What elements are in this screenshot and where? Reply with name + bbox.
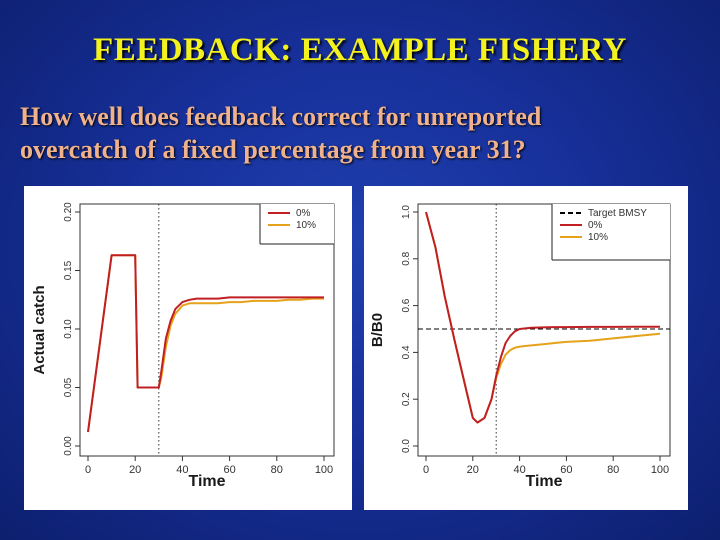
x-tick-label: 80: [271, 464, 283, 476]
y-tick-label: 0.4: [401, 345, 412, 359]
legend-label: Target BMSY: [588, 208, 647, 219]
catch-chart-panel: 0.00 0.05 0.10 0.15 0.20 0 20 40 60 80 100 Time Actu…: [24, 186, 352, 510]
y-tick-label: 0.6: [401, 298, 412, 312]
legend-label: 10%: [588, 232, 608, 243]
y-axis-title: B/B0: [369, 313, 386, 347]
y-tick-label: 0.8: [401, 251, 412, 265]
x-tick-label: 100: [315, 464, 333, 476]
x-axis-title: Time: [525, 473, 562, 490]
y-tick-label: 0.2: [401, 392, 412, 406]
legend-label: 0%: [588, 220, 603, 231]
biomass-chart: 0.0 0.2 0.4 0.6 0.8 1.0 0 20 40 60 80 100 Time B/B0 Ta…: [369, 203, 671, 490]
series-line-10pct: [87, 254, 324, 433]
biomass-chart-panel: 0.0 0.2 0.4 0.6 0.8 1.0 0 20 40 60 80 100 Time B/B0 Ta…: [364, 186, 688, 510]
x-tick-label: 40: [176, 464, 188, 476]
x-axis-title: Time: [188, 473, 225, 490]
x-tick-label: 100: [651, 464, 669, 476]
x-tick-label: 0: [423, 464, 429, 476]
plot-frame: [417, 203, 671, 457]
y-tick-label: 0.0: [401, 439, 412, 453]
y-axis-title: Actual catch: [31, 285, 48, 374]
x-tick-label: 60: [560, 464, 572, 476]
x-tick-label: 80: [607, 464, 619, 476]
y-tick-label: 0.10: [63, 319, 74, 339]
slide-title: FEEDBACK: EXAMPLE FISHERY: [93, 32, 627, 68]
slide-question: How well does feedback correct for unrep…: [20, 100, 700, 166]
plot-frame: [79, 203, 335, 457]
question-line-2: overcatch of a fixed percentage from yea…: [20, 135, 526, 164]
x-tick-label: 20: [467, 464, 479, 476]
catch-chart: 0.00 0.05 0.10 0.15 0.20 0 20 40 60 80 100 Time Actu…: [31, 202, 335, 490]
legend-label: 10%: [296, 220, 316, 231]
y-tick-label: 1.0: [401, 205, 412, 219]
x-tick-label: 20: [129, 464, 141, 476]
x-tick-label: 60: [223, 464, 235, 476]
x-tick-label: 40: [513, 464, 525, 476]
y-tick-label: 0.05: [63, 377, 74, 397]
x-tick-label: 0: [85, 464, 91, 476]
series-line-0pct: [425, 211, 660, 424]
y-tick-label: 0.00: [63, 436, 74, 456]
y-tick-label: 0.15: [63, 260, 74, 280]
series-line-0pct: [87, 254, 324, 433]
y-tick-label: 0.20: [63, 202, 74, 222]
question-line-1: How well does feedback correct for unrep…: [20, 102, 542, 131]
legend-label: 0%: [296, 208, 311, 219]
